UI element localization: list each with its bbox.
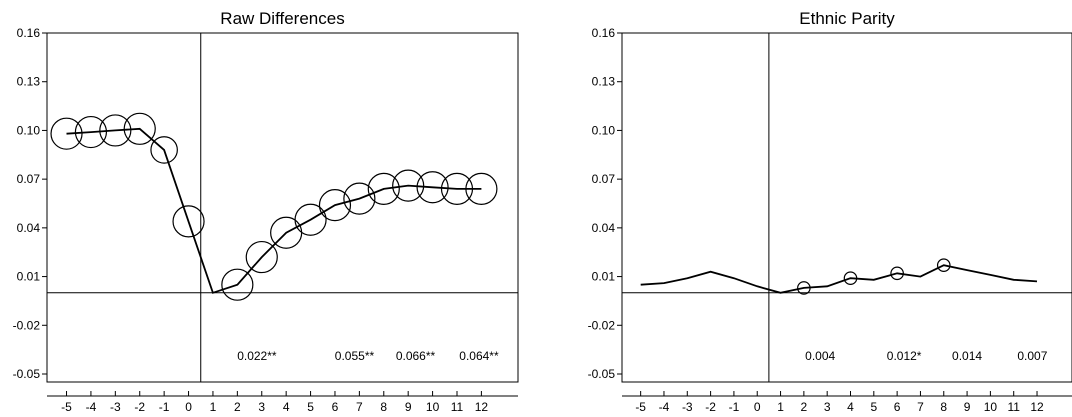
chart-title: Ethnic Parity [799, 9, 895, 28]
data-point-marker [465, 172, 498, 205]
x-tick-label: 3 [258, 400, 265, 412]
x-tick-label: 1 [210, 400, 217, 412]
data-point-marker [367, 172, 400, 205]
data-point-marker [172, 205, 205, 238]
y-tick-label: 0.10 [17, 123, 41, 137]
x-tick-label: -4 [659, 400, 670, 412]
data-point-marker [294, 203, 327, 236]
x-tick-label: 9 [964, 400, 971, 412]
x-tick-label: 6 [894, 400, 901, 412]
x-tick-label: 2 [801, 400, 808, 412]
data-point-marker [936, 258, 951, 273]
x-tick-label: 5 [870, 400, 877, 412]
data-point-marker [797, 281, 811, 295]
y-tick-label: 0.07 [592, 172, 616, 186]
x-tick-label: 8 [940, 400, 947, 412]
x-tick-label: 12 [1030, 400, 1044, 412]
x-tick-label: -5 [61, 400, 72, 412]
x-tick-label: 5 [307, 400, 314, 412]
data-point-marker [416, 171, 449, 204]
data-point-marker [890, 266, 904, 281]
data-point-marker [245, 240, 278, 274]
data-point-marker [343, 182, 376, 215]
coefficient-annotation: 0.012* [887, 349, 922, 363]
x-tick-label: -1 [159, 400, 170, 412]
x-tick-label: 3 [824, 400, 831, 412]
x-tick-label: -3 [682, 400, 693, 412]
data-point-marker [74, 115, 108, 149]
coefficient-annotation: 0.007 [1017, 349, 1047, 363]
data-point-marker [843, 271, 858, 285]
data-point-marker [150, 136, 178, 164]
plot-frame [621, 32, 1072, 383]
series-line [66, 127, 482, 294]
y-tick-label: 0.13 [17, 75, 41, 89]
x-tick-label: 4 [847, 400, 854, 412]
x-tick-label: 8 [380, 400, 387, 412]
x-tick-label: 11 [1007, 400, 1020, 412]
y-tick-label: 0.13 [592, 75, 616, 89]
chart-panel-2: Ethnic Parity 0.16 0.13 0.10 0.07 0.04 0.01 -0.… [588, 9, 1072, 414]
x-tick-label: -2 [705, 400, 716, 412]
coefficient-annotation: 0.022** [237, 349, 277, 363]
plot-frame [46, 32, 519, 383]
x-tick-label: -5 [635, 400, 646, 412]
data-point-marker [440, 172, 474, 205]
x-tick-label: 0 [754, 400, 761, 412]
data-point-marker [99, 114, 132, 147]
data-point-marker [221, 268, 254, 301]
y-tick-label: 0.16 [17, 26, 41, 40]
coefficient-annotation: 0.014 [952, 349, 982, 363]
coefficient-annotation: 0.064** [459, 349, 499, 363]
series-line [640, 264, 1038, 294]
x-tick-label: -2 [134, 400, 145, 412]
coefficient-annotation: 0.066** [396, 349, 436, 363]
y-tick-label: 0.04 [592, 221, 616, 235]
y-tick-label: -0.05 [588, 367, 616, 381]
y-tick-label: 0.04 [17, 221, 41, 235]
data-point-marker [50, 117, 83, 150]
x-tick-label: -1 [729, 400, 740, 412]
x-tick-label: 7 [917, 400, 924, 412]
y-tick-label: -0.02 [13, 318, 41, 332]
y-tick-label: 0.16 [592, 26, 616, 40]
x-tick-label: 6 [332, 400, 339, 412]
x-tick-label: 12 [475, 400, 489, 412]
coefficient-annotation: 0.004 [805, 349, 835, 363]
y-tick-label: -0.02 [588, 318, 616, 332]
x-tick-label: -3 [110, 400, 121, 412]
y-tick-label: 0.01 [592, 270, 616, 284]
x-tick-label: 1 [777, 400, 784, 412]
y-tick-label: 0.10 [592, 123, 616, 137]
x-tick-label: 10 [984, 400, 998, 412]
y-tick-label: 0.01 [17, 270, 41, 284]
y-tick-label: -0.05 [13, 367, 41, 381]
x-tick-label: 4 [283, 400, 290, 412]
x-tick-label: -4 [86, 400, 97, 412]
coefficient-annotation: 0.055** [335, 349, 375, 363]
data-point-marker [123, 112, 156, 145]
chart-title: Raw Differences [220, 9, 344, 28]
x-tick-label: 9 [405, 400, 412, 412]
y-tick-label: 0.07 [17, 172, 41, 186]
data-point-marker [318, 189, 352, 222]
x-tick-label: 11 [451, 400, 464, 412]
x-tick-label: 7 [356, 400, 363, 412]
x-tick-label: 2 [234, 400, 241, 412]
x-tick-label: 10 [426, 400, 440, 412]
data-point-marker [392, 169, 425, 202]
chart-panel-1: Raw Differences 0.16 0.13 0.10 0.07 0.04 0.01 -… [13, 9, 519, 414]
x-tick-label: 0 [185, 400, 192, 412]
